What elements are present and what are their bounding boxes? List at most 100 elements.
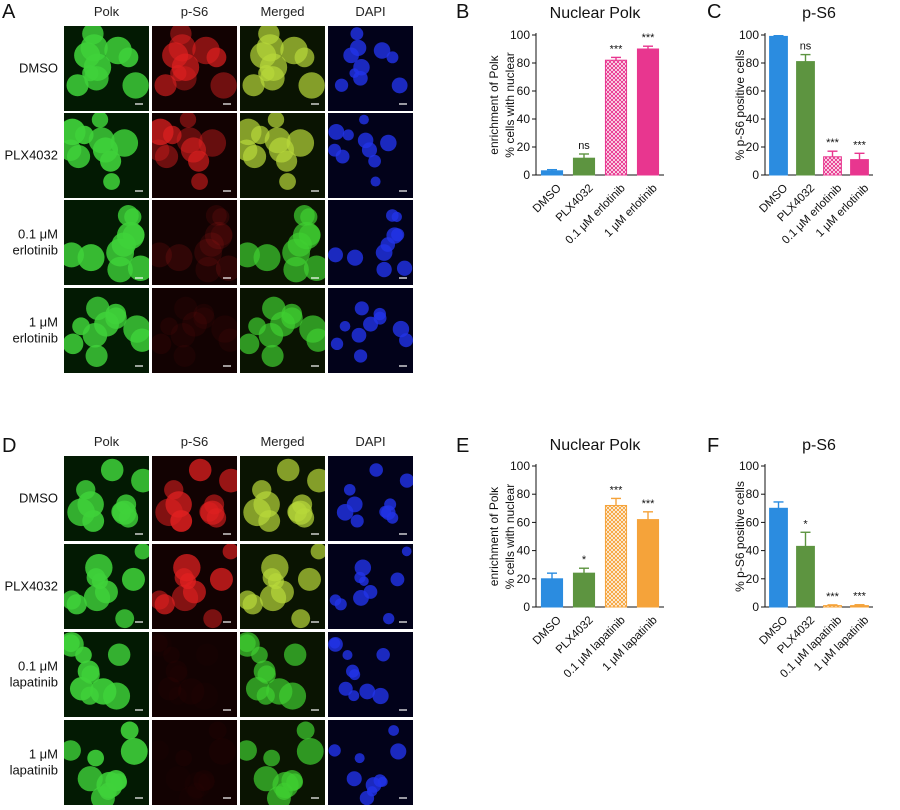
cell [328,744,341,757]
cell [193,307,215,329]
cell [72,317,90,336]
panel-letter-a: A [2,1,16,23]
significance-label: *** [610,484,624,496]
cell [353,349,368,363]
cell-cluster [64,296,149,367]
cell [294,47,315,68]
cell [293,205,315,226]
cell [165,244,193,272]
cell [85,344,108,367]
micrograph-tile-red [152,632,237,717]
cell [191,682,218,709]
y-axis-label: % cells with nuclear [503,52,517,157]
cell [85,553,113,582]
cell [86,296,110,321]
cell [170,65,187,82]
cell-cluster [240,632,307,710]
cell [354,753,365,764]
cell [194,238,223,267]
y-tick-label: 100 [510,459,530,473]
bar [769,35,788,176]
y-tick-label: 60 [517,515,531,529]
cell [118,47,139,68]
y-tick-label: 40 [517,112,531,126]
y-axis-label: % p-S6 positive cells [733,481,747,592]
cell [251,646,268,664]
cell [349,669,361,681]
column-header: Polκ [94,434,120,449]
cell [343,483,356,496]
cell [243,498,271,527]
y-tick-label: 100 [739,28,759,42]
cell [120,737,148,765]
bar-charts: Nuclear Polκ 0 20 40 60 80 100 % cells with nuc… [487,5,873,680]
cell-cluster [336,463,413,528]
cell [335,149,350,164]
cell [287,232,312,257]
cell-cluster [328,637,390,705]
cell [122,72,149,99]
cell [87,749,105,767]
cell [399,473,413,488]
cell [66,144,91,169]
cell-cluster [154,26,237,99]
y-tick-label: 0 [752,168,759,182]
cell [193,303,215,325]
cell [90,786,115,805]
cell [154,594,175,615]
bar [636,519,660,608]
cell [283,256,309,283]
cell-cluster [240,113,315,190]
cell [211,315,237,343]
row-label: DMSO [19,61,58,76]
cell [338,681,353,696]
cell [401,546,412,557]
row-label: 1 μM lapatinib [10,747,58,778]
cell-cluster [67,458,149,532]
bar [850,605,869,608]
cell [296,721,315,740]
cell [163,125,182,145]
cell [105,307,127,329]
row-label: 1 μM erlotinib [12,315,58,346]
micrograph-tile-red [152,200,237,285]
cell [206,508,227,528]
cell [69,677,94,701]
chart-title: p-S6 [802,5,836,22]
chart-b: Nuclear Polκ 0 20 40 60 80 100 % cells with nuc… [487,5,664,247]
cell [279,682,307,710]
cell-cluster [240,205,325,283]
row-label-line: 0.1 μM [18,659,58,674]
row-label: PLX4032 [5,148,59,163]
cell [203,609,223,629]
row-label: 0.1 μM erlotinib [12,227,58,258]
cell [276,150,298,172]
bar [823,605,842,608]
cell [391,228,405,242]
cell [376,261,392,278]
bar [572,157,596,176]
cell [173,344,196,367]
cell [179,786,203,810]
column-header: Merged [260,434,304,449]
row-label: PLX4032 [5,579,59,594]
cell [252,480,272,500]
y-tick-label: 20 [517,572,531,586]
cell [350,514,364,528]
row-label-line: erlotinib [12,243,58,258]
cell [222,544,237,560]
cell [276,458,300,482]
cell [258,26,280,45]
cell [279,173,296,190]
cell [296,737,324,765]
cell [306,328,325,352]
bar [636,48,660,176]
cell [328,247,343,263]
cell [100,150,122,172]
y-tick-label: 60 [746,515,760,529]
cell [388,725,399,736]
cell [152,139,170,161]
cell-cluster [328,725,407,805]
